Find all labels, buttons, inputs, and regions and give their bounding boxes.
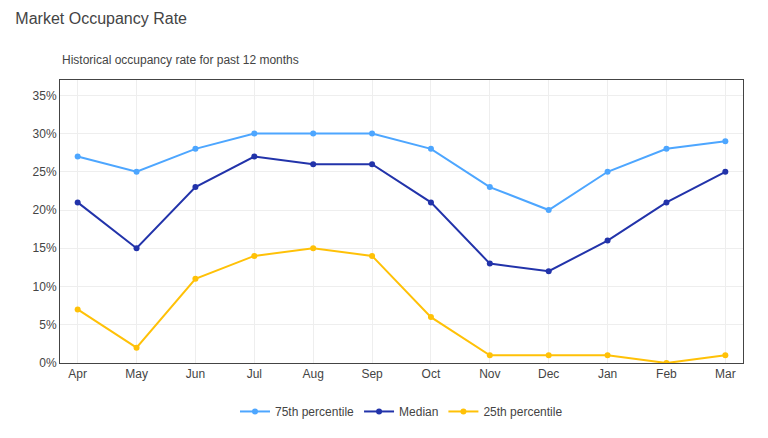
svg-text:25th percentile: 25th percentile [483, 405, 562, 419]
svg-text:20%: 20% [33, 203, 57, 217]
svg-text:Median: Median [399, 405, 438, 419]
svg-text:30%: 30% [33, 127, 57, 141]
svg-text:35%: 35% [33, 89, 57, 103]
svg-text:Jul: Jul [247, 367, 262, 381]
svg-text:15%: 15% [33, 241, 57, 255]
svg-text:0%: 0% [39, 356, 57, 370]
svg-text:Apr: Apr [68, 367, 87, 381]
svg-text:Historical occupancy rate for: Historical occupancy rate for past 12 mo… [62, 53, 299, 67]
svg-text:10%: 10% [33, 280, 57, 294]
svg-text:Oct: Oct [422, 367, 441, 381]
svg-text:Aug: Aug [303, 367, 324, 381]
svg-text:Market Occupancy Rate: Market Occupancy Rate [15, 10, 187, 27]
svg-text:May: May [125, 367, 148, 381]
svg-text:Jan: Jan [598, 367, 617, 381]
svg-text:Jun: Jun [186, 367, 205, 381]
svg-text:Feb: Feb [656, 367, 677, 381]
svg-text:Dec: Dec [538, 367, 559, 381]
svg-text:Sep: Sep [361, 367, 383, 381]
svg-text:Nov: Nov [479, 367, 500, 381]
svg-text:25%: 25% [33, 165, 57, 179]
svg-text:5%: 5% [39, 318, 57, 332]
svg-text:75th percentile: 75th percentile [275, 405, 354, 419]
svg-text:Mar: Mar [715, 367, 736, 381]
